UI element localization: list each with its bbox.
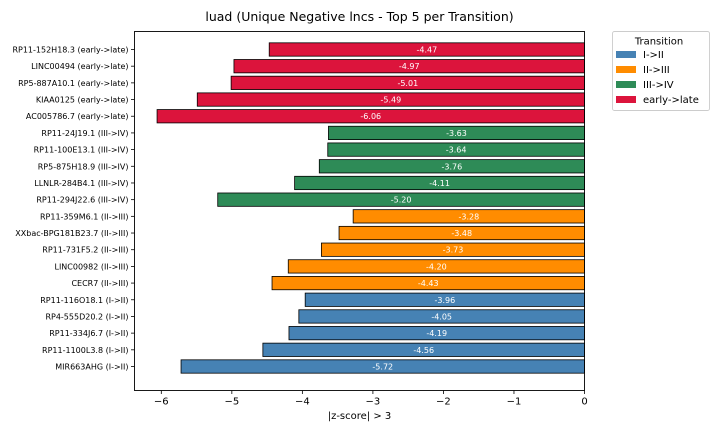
x-tick-label: −4: [295, 397, 310, 408]
bar-value-label: -4.19: [426, 329, 447, 338]
bar-value-label: -4.11: [429, 179, 450, 188]
legend-entry-label: early->late: [643, 95, 699, 106]
bar-value-label: -3.76: [442, 162, 463, 171]
legend-swatch: [616, 96, 636, 103]
bar-value-label: -4.97: [399, 62, 420, 71]
bar-value-label: -3.73: [443, 246, 464, 255]
x-tick-label: −2: [436, 397, 451, 408]
x-axis: −6 −5 −4 −3 −2 −1 0: [154, 390, 588, 408]
x-axis-label: |z-score| > 3: [328, 411, 392, 422]
bar-value-label: -4.05: [431, 312, 452, 321]
y-tick-label: RP11-100E13.1 (III->IV): [34, 146, 129, 155]
bar-value-label: -4.47: [417, 46, 438, 55]
y-tick-label: RP11-24J19.1 (III->IV): [41, 129, 128, 138]
legend-items: I->II II->III III->IV early->late: [616, 50, 699, 106]
chart-title: luad (Unique Negative lncs - Top 5 per T…: [205, 9, 513, 24]
bar-value-label: -3.96: [434, 296, 455, 305]
y-tick-label: RP5-887A10.1 (early->late): [18, 79, 128, 88]
bar-value-label: -3.28: [458, 212, 479, 221]
legend-entry-label: II->III: [643, 65, 670, 76]
y-tick-label: LLNLR-284B4.1 (III->IV): [34, 179, 128, 188]
bar-value-label: -3.48: [451, 229, 472, 238]
bar-value-label: -5.01: [397, 79, 418, 88]
legend-title: Transition: [634, 37, 683, 48]
y-tick-label: XXbac-BPG181B23.7 (II->III): [15, 229, 128, 238]
bar-value-label: -4.43: [418, 279, 439, 288]
bar-value-label: -5.72: [372, 363, 393, 372]
y-tick-label: LINC00494 (early->late): [31, 62, 128, 71]
plot-frame: [134, 31, 585, 391]
y-tick-label: CECR7 (II->III): [71, 279, 128, 288]
legend-frame: [612, 31, 710, 111]
legend: Transition I->II II->III III->IV early->lat…: [612, 31, 710, 111]
y-tick-label: RP11-294J22.6 (III->IV): [36, 196, 128, 205]
legend-swatch: [616, 51, 636, 58]
y-tick-label: MIR663AHG (I->II): [55, 363, 128, 372]
bars-layer: -4.47 -4.97 -5.01 -5.49-6.06 -3.63 -3.64 -3.76…: [156, 42, 585, 374]
y-tick-label: RP11-731F5.2 (II->III): [42, 246, 128, 255]
y-tick-label: RP11-334J6.7 (I->II): [49, 329, 128, 338]
y-tick-label: RP11-152H18.3 (early->late): [12, 46, 128, 55]
legend-entry-label: III->IV: [643, 80, 674, 91]
x-tick-label: 0: [581, 397, 587, 408]
y-tick-label: AC005786.7 (early->late): [26, 112, 129, 121]
bar-value-label: -5.49: [381, 96, 402, 105]
x-tick-label: −6: [154, 397, 169, 408]
y-tick-label: RP11-359M6.1 (II->III): [40, 212, 129, 221]
bar-value-label: -5.20: [391, 196, 412, 205]
y-tick-label: RP5-875H18.9 (III->IV): [38, 162, 129, 171]
bar-value-label: -3.63: [446, 129, 467, 138]
x-tick-label: −3: [366, 397, 381, 408]
legend-entry-label: I->II: [643, 50, 664, 61]
y-tick-label: KIAA0125 (early->late): [36, 96, 129, 105]
x-tick-label: −5: [224, 397, 239, 408]
y-tick-labels: RP11-152H18.3 (early->late) LINC00494 (ea…: [12, 46, 135, 372]
y-tick-label: RP4-555D20.2 (I->II): [45, 312, 128, 321]
legend-swatch: [616, 66, 636, 73]
x-tick-label: −1: [507, 397, 522, 408]
y-tick-label: LINC00982 (II->III): [54, 262, 128, 271]
bar-value-label: -4.56: [413, 346, 434, 355]
y-tick-label: RP11-1100L3.8 (I->II): [42, 346, 128, 355]
bar-value-label: -4.20: [426, 262, 447, 271]
y-tick-label: RP11-116O18.1 (I->II): [40, 296, 128, 305]
bar-value-label: -3.64: [446, 146, 467, 155]
bar-value-label: -6.06: [360, 112, 381, 121]
legend-swatch: [616, 81, 636, 88]
